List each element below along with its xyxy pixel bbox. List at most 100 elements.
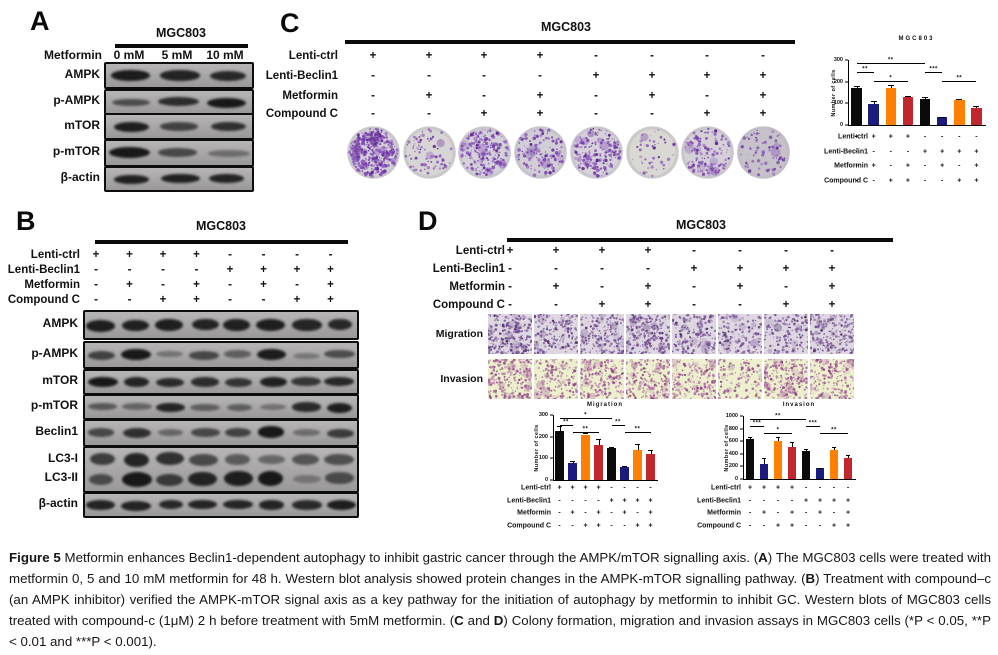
condition-label: Lenti-Beclin1 [824,148,868,156]
condition-mark: - [328,249,333,261]
protein-band [188,499,217,510]
condition-mark: + [226,264,234,276]
condition-label: Lenti-Beclin1 [697,497,741,505]
condition-mark: + [536,50,544,62]
condition-mark: + [193,279,200,291]
significance-label: ** [831,427,837,434]
condition-mark: - [295,279,299,291]
protein-label: AMPK [64,66,100,81]
condition-mark: + [369,50,377,62]
condition-mark: + [789,509,795,517]
condition-mark: - [558,497,561,505]
condition-label: Metformin [282,90,338,102]
colony-well [346,126,400,179]
invasion-image [810,359,854,399]
condition-mark: - [482,90,486,102]
condition-mark: + [598,299,606,311]
dose-label: 10 mM [206,48,244,62]
condition-mark: + [845,497,851,505]
condition-mark: - [371,90,375,102]
migration-image [718,314,762,354]
chart-axis [553,415,658,481]
caption-text-segment: ) Treatment with compound–c (an AMPK inh… [9,571,991,628]
condition-mark: - [610,509,613,517]
y-tick-label: 0 [839,122,843,128]
protein-band [257,426,285,438]
significance-bracket [750,426,764,427]
condition-mark: + [905,162,910,170]
invasion-image [488,359,532,399]
condition-mark: - [705,90,709,102]
condition-mark: + [871,162,876,170]
condition-mark: + [888,133,893,141]
condition-label: Metformin [834,162,868,170]
condition-mark: - [790,497,794,505]
y-tick-mark [550,457,553,459]
condition-mark: - [776,509,780,517]
condition-label: Lenti-ctrl [30,249,80,261]
condition-mark: + [193,249,200,261]
y-tick-label: 800 [728,425,738,432]
condition-mark: - [762,522,766,530]
invasion-image [718,359,762,399]
protein-band [88,376,118,388]
caption-bold-segment: Figure 5 [9,550,65,565]
significance-bracket [572,432,599,433]
colony-well [625,126,679,179]
bar [851,88,862,125]
condition-mark: - [594,50,598,62]
condition-mark: + [974,148,979,156]
condition-mark: + [828,281,836,293]
condition-mark: + [974,162,979,170]
condition-mark: + [759,90,767,102]
protein-band [258,499,285,510]
error-bar-cap [747,436,753,438]
bar [620,467,629,480]
condition-label: Lenti-Beclin1 [432,263,505,275]
error-bar [976,105,978,109]
protein-band [159,122,199,131]
migration-image [534,314,578,354]
error-bar [598,439,600,445]
condition-mark: + [583,484,588,492]
protein-band [121,348,151,361]
panel-b-header-underline [95,240,348,244]
y-tick-mark [740,428,743,430]
condition-mark: - [261,249,266,261]
protein-label: LC3-I [48,450,78,465]
protein-label: p-mTOR [52,144,100,158]
protein-band [90,452,116,466]
condition-mark: - [228,249,232,261]
bar [801,450,811,479]
condition-mark: - [600,263,604,275]
error-bar-cap [775,437,781,439]
condition-mark: - [872,177,875,185]
protein-band [209,70,246,81]
protein-band [324,376,355,387]
condition-mark: + [92,249,100,261]
chart-axis [848,60,986,126]
condition-mark: + [789,522,795,530]
bar [919,98,931,125]
condition-mark: - [623,522,626,530]
protein-band [159,70,201,81]
bar [815,468,825,479]
condition-mark: + [552,281,560,293]
invasion-image [764,359,808,399]
condition-mark: + [761,484,767,492]
protein-band [190,377,219,387]
condition-mark: - [692,281,696,293]
error-bar-cap [761,458,767,460]
colony-count-chart: MGC803 Number of cells 0 100 200 300 ** ** *** * *… [824,30,996,200]
caption-bold-segment: C [454,613,464,628]
chart-title: Invasion [782,402,816,408]
protein-band [155,473,183,487]
significance-label: * [776,427,780,434]
protein-band [161,173,200,184]
blot-box [104,113,254,140]
condition-mark: - [558,522,561,530]
condition-mark: - [371,70,375,82]
protein-band [86,500,115,511]
condition-mark: - [748,509,752,517]
invasion-row-label: Invasion [440,373,483,385]
